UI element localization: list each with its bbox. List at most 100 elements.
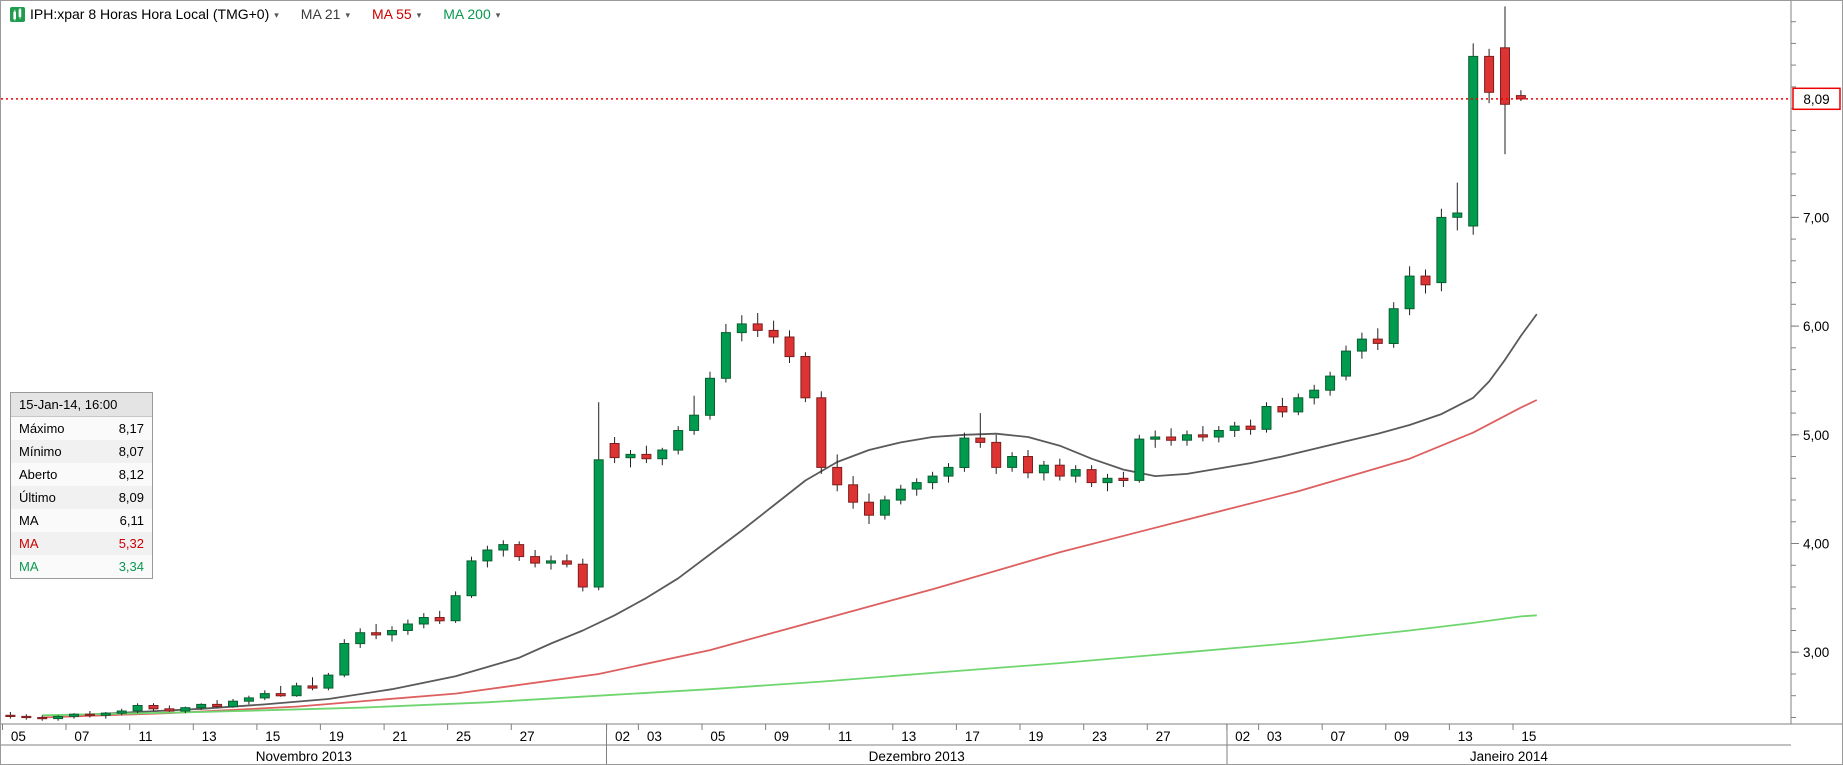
candle[interactable] <box>482 545 493 568</box>
chevron-down-icon[interactable]: ▾ <box>495 9 501 20</box>
candle[interactable] <box>911 478 922 496</box>
candle[interactable] <box>927 471 938 490</box>
candle[interactable] <box>1277 397 1288 418</box>
ma-55-indicator[interactable]: MA 55 ▾ <box>372 6 421 22</box>
candle[interactable] <box>864 493 874 525</box>
candle[interactable] <box>1356 332 1367 359</box>
candle[interactable] <box>132 703 143 714</box>
candle[interactable] <box>1197 426 1208 442</box>
candle[interactable] <box>1070 465 1081 483</box>
candle[interactable] <box>498 540 509 557</box>
candle[interactable] <box>387 626 397 642</box>
candle[interactable] <box>1038 460 1049 481</box>
candle[interactable] <box>466 556 477 598</box>
candle[interactable] <box>339 639 350 678</box>
ma-200-indicator[interactable]: MA 200 ▾ <box>443 6 500 22</box>
candle[interactable] <box>450 591 461 623</box>
candle[interactable] <box>784 330 795 363</box>
candle[interactable] <box>1261 402 1272 433</box>
candle[interactable] <box>371 624 382 640</box>
candle[interactable] <box>768 320 779 344</box>
candle[interactable] <box>53 715 64 721</box>
candle[interactable] <box>1166 428 1177 446</box>
candle[interactable] <box>1515 90 1526 101</box>
candle[interactable] <box>243 695 254 705</box>
candle[interactable] <box>1086 465 1097 487</box>
candle[interactable] <box>816 391 827 474</box>
candle[interactable] <box>1054 458 1065 481</box>
candle[interactable] <box>37 715 48 721</box>
candle[interactable] <box>291 682 302 697</box>
chevron-down-icon[interactable]: ▾ <box>345 9 351 20</box>
candle[interactable] <box>5 712 16 719</box>
candle[interactable] <box>1452 182 1463 231</box>
candle[interactable] <box>1484 48 1495 104</box>
candle[interactable] <box>355 628 366 648</box>
chart-title[interactable]: IPH:xpar 8 Horas Hora Local (TMG+0) <box>30 6 270 22</box>
candle[interactable] <box>959 432 970 472</box>
candle[interactable] <box>689 395 700 435</box>
chevron-down-icon[interactable]: ▾ <box>274 9 279 20</box>
candle[interactable] <box>1436 208 1447 292</box>
candle[interactable] <box>1134 434 1145 483</box>
candle[interactable] <box>625 450 636 468</box>
candle[interactable] <box>1341 345 1351 381</box>
candle[interactable] <box>402 619 413 635</box>
candle[interactable] <box>1182 430 1192 446</box>
ma-21-indicator[interactable]: MA 21 ▾ <box>301 6 350 22</box>
candle[interactable] <box>307 677 318 691</box>
candle[interactable] <box>1309 384 1320 405</box>
candle[interactable] <box>975 413 986 448</box>
candle[interactable] <box>418 613 429 629</box>
candle[interactable] <box>259 690 270 701</box>
candle[interactable] <box>609 437 620 464</box>
candle[interactable] <box>275 685 286 697</box>
candle[interactable] <box>1388 302 1399 348</box>
candle[interactable] <box>800 352 811 403</box>
candle[interactable] <box>84 711 95 718</box>
candle[interactable] <box>673 426 684 455</box>
candle[interactable] <box>100 712 111 719</box>
candle[interactable] <box>1023 450 1033 479</box>
candle[interactable] <box>228 699 238 708</box>
candle[interactable] <box>991 434 1002 474</box>
candle[interactable] <box>1500 6 1510 155</box>
candle[interactable] <box>530 550 541 568</box>
candle[interactable] <box>1213 426 1224 443</box>
candle[interactable] <box>1245 419 1256 435</box>
candle[interactable] <box>943 463 954 483</box>
candle[interactable] <box>1007 452 1018 472</box>
candle[interactable] <box>752 313 763 337</box>
candle[interactable] <box>641 445 652 464</box>
candle[interactable] <box>895 484 906 505</box>
candle[interactable] <box>1293 393 1304 416</box>
candle[interactable] <box>1420 269 1431 294</box>
candle[interactable] <box>577 558 588 592</box>
candle[interactable] <box>148 703 159 711</box>
candle[interactable] <box>1372 328 1383 350</box>
candle[interactable] <box>69 713 79 719</box>
candle[interactable] <box>116 708 127 716</box>
candle[interactable] <box>21 714 32 720</box>
candle[interactable] <box>720 323 731 383</box>
candle[interactable] <box>1118 471 1129 487</box>
candle[interactable] <box>1229 421 1240 437</box>
candle[interactable] <box>434 610 445 624</box>
candle[interactable] <box>1102 473 1113 492</box>
candle[interactable] <box>164 705 175 713</box>
candle[interactable] <box>657 447 668 466</box>
candle[interactable] <box>593 402 604 591</box>
candle[interactable] <box>705 371 715 420</box>
candle[interactable] <box>1325 371 1336 396</box>
candle[interactable] <box>832 454 843 492</box>
candle[interactable] <box>848 476 859 509</box>
candle[interactable] <box>514 541 525 561</box>
candle[interactable] <box>323 672 334 691</box>
candle[interactable] <box>546 555 556 570</box>
candle[interactable] <box>196 703 207 710</box>
candle[interactable] <box>212 700 223 708</box>
chevron-down-icon[interactable]: ▾ <box>416 9 422 20</box>
candle[interactable] <box>1468 43 1479 235</box>
candle[interactable] <box>561 554 572 568</box>
